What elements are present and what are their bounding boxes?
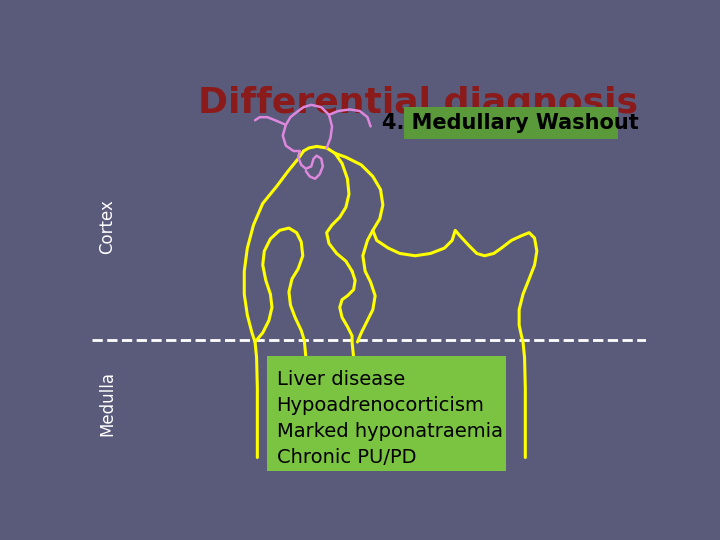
Text: Chronic PU/PD: Chronic PU/PD [276, 448, 416, 467]
Text: Liver disease: Liver disease [276, 370, 405, 389]
Bar [404, 107, 618, 139]
Text: Hypoadrenocorticism: Hypoadrenocorticism [276, 396, 485, 415]
Text: Marked hyponatraemia: Marked hyponatraemia [276, 422, 503, 441]
Bar [267, 356, 506, 471]
Text: Differential diagnosis: Differential diagnosis [199, 86, 639, 120]
Text: Cortex: Cortex [98, 199, 116, 254]
Text: Medulla: Medulla [98, 371, 116, 436]
Text: 4. Medullary Washout: 4. Medullary Washout [382, 113, 639, 133]
